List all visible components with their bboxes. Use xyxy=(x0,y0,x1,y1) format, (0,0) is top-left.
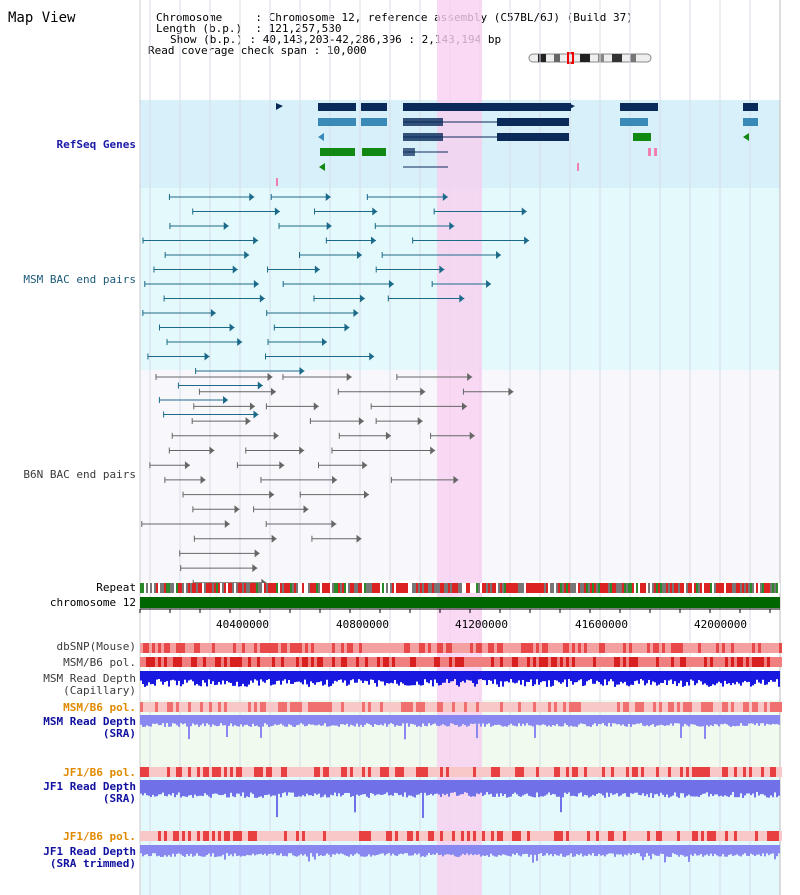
refseq-track-label: RefSeq Genes xyxy=(56,138,136,151)
msm-bac-track-label: MSM BAC end pairs xyxy=(23,273,136,286)
page-title: Map View xyxy=(8,10,76,26)
b6n-bac-pairs[interactable] xyxy=(141,373,514,587)
b6n-bac-track-label: B6N BAC end pairs xyxy=(23,468,136,481)
refseq-genes[interactable] xyxy=(276,103,758,186)
axis-tick-label: 42000000 xyxy=(694,618,747,631)
msm-bac-pairs[interactable] xyxy=(142,193,530,419)
axis-tick-label: 41200000 xyxy=(455,618,508,631)
depth-tracks xyxy=(140,671,780,863)
chromosome-bar[interactable] xyxy=(140,597,780,608)
axis-tick-label: 41600000 xyxy=(575,618,628,631)
repeat-track-label: Repeat xyxy=(96,581,136,594)
msm-read-depth-sra-label: MSM Read Depth (SRA) xyxy=(43,715,136,740)
jf1-read-depth-sra-label: JF1 Read Depth (SRA) xyxy=(43,780,136,805)
jf1-b6-pol-2-label: JF1/B6 pol. xyxy=(63,830,136,843)
axis-tick-marks xyxy=(139,609,771,613)
length-label: Length (b.p.) xyxy=(156,22,243,35)
jf1-read-depth-trimmed-label: JF1 Read Depth (SRA trimmed) xyxy=(43,845,136,870)
chromosome-label: Chromosome xyxy=(156,11,223,24)
selection-highlight xyxy=(437,0,482,895)
heat-tracks xyxy=(140,643,782,841)
info-panel: Chromosome : Chromosome 12, reference as… xyxy=(148,11,633,57)
jf1-b6-pol-label: JF1/B6 pol. xyxy=(63,766,136,779)
show-label: Show (b.p.) xyxy=(170,33,243,46)
dbsnp-track-label: dbSNP(Mouse) xyxy=(56,640,136,653)
chromosome-track-label: chromosome 12 xyxy=(49,596,136,609)
msm-b6-pol-label: MSM/B6 pol. xyxy=(63,656,136,669)
length-value: 121,257,530 xyxy=(268,22,342,35)
msm-read-depth-cap-label: MSM Read Depth (Capillary) xyxy=(43,672,136,697)
chromosome-ideogram[interactable] xyxy=(528,52,654,64)
axis-tick-label: 40400000 xyxy=(216,618,269,631)
axis-tick-label: 40800000 xyxy=(336,618,389,631)
repeat-track xyxy=(140,583,780,593)
coverage-value: 10,000 xyxy=(326,44,367,57)
msm-b6-pol-2-label: MSM/B6 pol. xyxy=(63,701,136,714)
coverage-label: Read coverage check span xyxy=(148,44,307,57)
